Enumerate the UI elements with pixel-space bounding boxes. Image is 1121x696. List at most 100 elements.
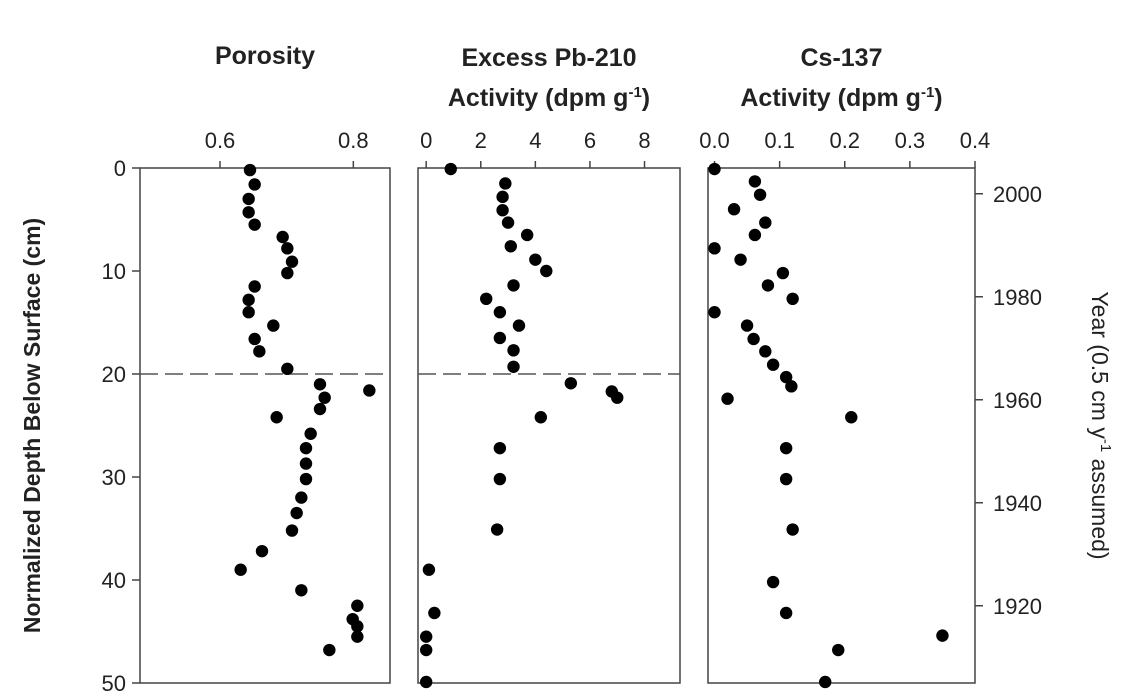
x-tick-label: 0.2 [829, 128, 860, 153]
data-point [748, 175, 762, 188]
title-superscript: -1 [921, 84, 934, 101]
data-point [564, 377, 578, 390]
data-point [242, 206, 255, 219]
y-axis-label: Normalized Depth Below Surface (cm) [19, 218, 45, 633]
data-point [493, 472, 507, 486]
data-point [248, 280, 261, 293]
data-point [299, 441, 313, 455]
data-point [242, 192, 255, 206]
data-point [248, 178, 261, 191]
data-point [248, 332, 261, 346]
title-text: Activity (dpm g [448, 84, 629, 112]
data-point [253, 345, 266, 358]
x-tick-label: 0.8 [338, 128, 369, 153]
chart-title: Excess Pb-210 [461, 44, 636, 72]
data-point [845, 411, 858, 424]
data-point [299, 472, 313, 486]
data-point [318, 391, 331, 404]
data-point [504, 240, 517, 253]
data-point [734, 253, 747, 266]
chart-title: Cs-137 [801, 44, 883, 72]
data-point [234, 563, 247, 576]
data-point [779, 370, 793, 384]
data-point [493, 441, 507, 455]
data-point [351, 630, 364, 643]
x-tick-label: 0.4 [960, 128, 991, 153]
data-point [285, 255, 299, 268]
data-point [534, 411, 548, 424]
data-point [323, 643, 336, 657]
data-point [611, 391, 624, 404]
x-tick-label: 0.3 [895, 128, 926, 153]
y2-label-superscript: -1 [1097, 439, 1114, 452]
plot-frame [139, 167, 391, 684]
data-point [776, 266, 790, 280]
x-tick-label: 0 [420, 128, 432, 153]
data-point [242, 293, 255, 307]
pb210-panel: Excess Pb-210 Activity (dpm g-1) 0 2 4 6 8 [417, 44, 681, 689]
y2-label-text: Year (0.5 cm y [1087, 291, 1113, 439]
y-tick-label: 30 [102, 465, 126, 490]
y2-tick-label: 1940 [993, 491, 1042, 516]
x-tick-label: 2 [475, 128, 487, 153]
data-point [313, 402, 327, 416]
data-point [267, 319, 280, 332]
data-point [753, 188, 767, 201]
y-tick-label: 10 [102, 259, 126, 284]
chart-title-line2: Activity (dpm g-1) [740, 84, 942, 112]
data-point [363, 384, 376, 397]
data-point [270, 411, 283, 424]
data-point [295, 491, 308, 504]
x-tick-label: 0.0 [699, 128, 730, 153]
data-point [529, 253, 542, 266]
y2-tick-label: 1980 [993, 285, 1042, 310]
data-point [786, 292, 799, 306]
y2-axis-label: Year (0.5 cm y-1 assumed) [1087, 291, 1114, 559]
data-point [721, 392, 734, 405]
data-point [785, 380, 798, 393]
data-point [493, 331, 507, 345]
data-point [419, 643, 433, 657]
data-point [747, 332, 760, 346]
data-point [281, 266, 294, 280]
data-point [761, 279, 775, 292]
data-point [313, 378, 327, 391]
data-point [351, 620, 364, 633]
data-point [243, 163, 257, 177]
x-tick-label: 0.6 [205, 128, 236, 153]
data-point [419, 675, 433, 689]
data-point [936, 629, 949, 642]
y-tick-label: 0 [114, 156, 126, 181]
data-point [299, 457, 313, 470]
data-point [779, 606, 793, 620]
data-point [708, 162, 721, 176]
data-point [496, 204, 509, 217]
data-point [520, 228, 534, 242]
data-point [493, 306, 507, 319]
data-point [428, 606, 441, 620]
porosity-panel: Porosity 0.6 0.8 0 10 20 30 40 50 Normalized Dept… [19, 42, 391, 696]
data-point [351, 599, 364, 612]
y2-tick-label: 2000 [993, 182, 1042, 207]
title-superscript: -1 [628, 84, 641, 101]
data-point [480, 292, 493, 306]
data-point [444, 162, 457, 176]
y2-label-end: assumed) [1087, 452, 1113, 559]
x-tick-label: 6 [584, 128, 596, 153]
data-point [501, 216, 515, 229]
chart-title-line2: Activity (dpm g-1) [448, 84, 650, 112]
data-point [281, 362, 294, 376]
data-point [727, 203, 741, 216]
data-point [832, 643, 845, 657]
y2-tick-label: 1960 [993, 388, 1042, 413]
data-point [490, 523, 504, 536]
x-tick-label: 8 [638, 128, 650, 153]
data-point [304, 427, 317, 440]
title-end: ) [934, 84, 942, 112]
data-point [295, 584, 308, 597]
data-point [766, 575, 780, 589]
title-end: ) [642, 84, 650, 112]
data-point [740, 319, 754, 332]
